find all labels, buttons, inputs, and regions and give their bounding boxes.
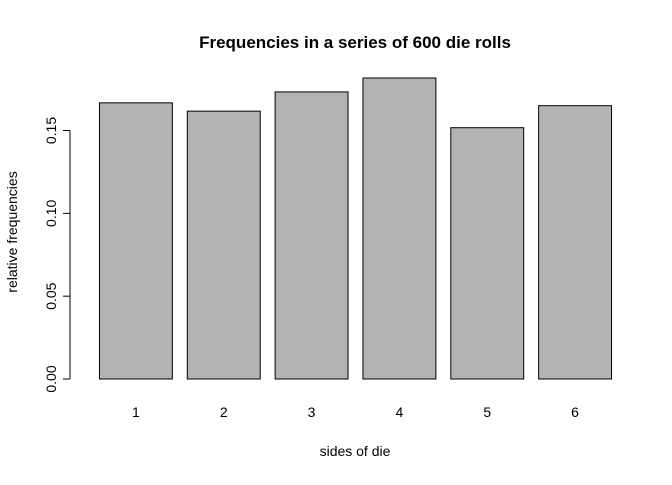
- bar-2: [186, 110, 261, 380]
- x-tick-label: 1: [132, 404, 140, 420]
- bar-1: [98, 102, 173, 380]
- y-tick-label: 0.15: [43, 117, 59, 144]
- bar-6: [538, 105, 613, 380]
- x-tick-label: 2: [220, 404, 228, 420]
- y-tick-label: 0.00: [43, 365, 59, 392]
- x-tick-label: 4: [396, 404, 404, 420]
- x-tick-label: 3: [308, 404, 316, 420]
- y-axis-label: relative frequencies: [4, 171, 20, 292]
- y-axis: 0.00 0.05 0.10 0.15: [43, 117, 71, 393]
- x-tick-label: 5: [483, 404, 491, 420]
- chart-title: Frequencies in a series of 600 die rolls: [199, 33, 511, 52]
- x-axis-label: sides of die: [320, 443, 391, 459]
- x-tick-label: 6: [571, 404, 579, 420]
- bar-4: [362, 77, 437, 380]
- bar-3: [274, 91, 349, 380]
- bar-series: [98, 77, 613, 380]
- y-tick-label: 0.05: [43, 282, 59, 309]
- y-tick-label: 0.10: [43, 200, 59, 227]
- bar-5: [450, 127, 525, 380]
- x-axis-tick-labels: 1 2 3 4 5 6: [132, 404, 579, 420]
